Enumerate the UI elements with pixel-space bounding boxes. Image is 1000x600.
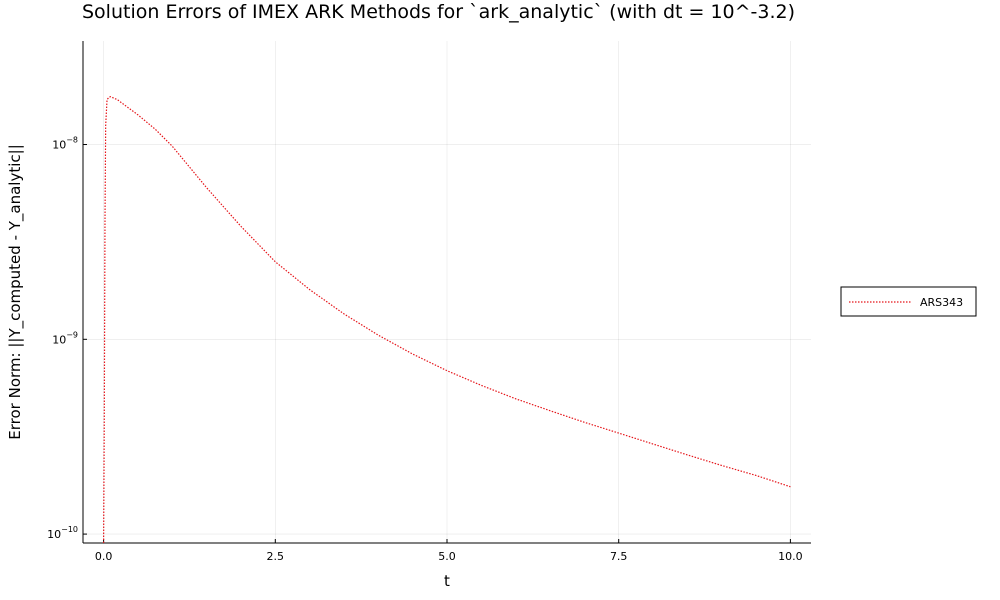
y-tick-label: 10−8 bbox=[52, 136, 78, 152]
x-tick-label: 10.0 bbox=[778, 550, 803, 563]
y-axis-label: Error Norm: ||Y_computed - Y_analytic|| bbox=[6, 144, 25, 439]
y-tick-base: 10 bbox=[52, 139, 66, 152]
x-tick-label: 0.0 bbox=[95, 550, 113, 563]
y-tick-label: 10−10 bbox=[47, 525, 78, 541]
grid bbox=[83, 41, 811, 543]
chart-title: Solution Errors of IMEX ARK Methods for … bbox=[82, 1, 795, 23]
x-tick-label: 5.0 bbox=[438, 550, 456, 563]
y-tick-exponent: −8 bbox=[66, 136, 78, 145]
y-tick-base: 10 bbox=[47, 528, 61, 541]
y-tick-label: 10−9 bbox=[52, 330, 78, 346]
legend: ARS343 bbox=[840, 286, 977, 317]
x-axis-label: t bbox=[444, 572, 450, 590]
x-tick-label: 7.5 bbox=[610, 550, 628, 563]
series-line-ars343 bbox=[103, 96, 791, 544]
series-layer bbox=[103, 96, 791, 544]
y-tick-base: 10 bbox=[52, 333, 66, 346]
legend-label: ARS343 bbox=[920, 296, 963, 309]
x-tick-label: 2.5 bbox=[267, 550, 285, 563]
legend-box bbox=[840, 286, 977, 317]
y-tick-exponent: −10 bbox=[61, 525, 78, 534]
y-tick-exponent: −9 bbox=[66, 330, 78, 339]
